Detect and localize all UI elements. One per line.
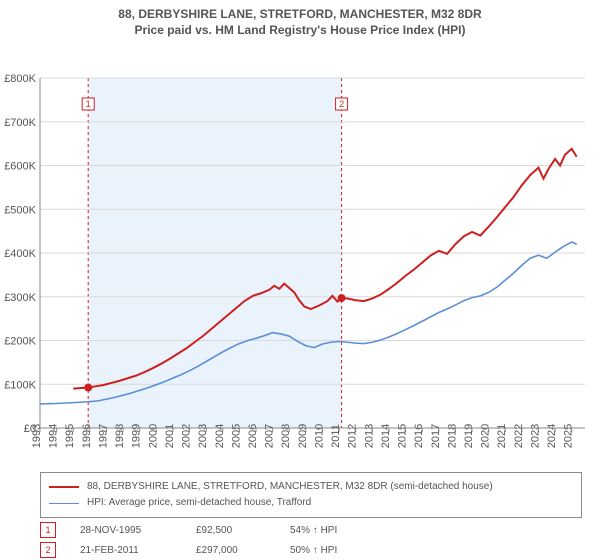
- x-tick-label: 2000: [147, 424, 159, 448]
- sale-price: £297,000: [196, 545, 266, 556]
- legend-label: 88, DERBYSHIRE LANE, STRETFORD, MANCHEST…: [87, 479, 493, 495]
- x-tick-label: 2019: [463, 424, 475, 448]
- sale-date: 28-NOV-1995: [80, 525, 172, 536]
- y-tick-label: £400K: [4, 248, 36, 260]
- sale-marker-label: 2: [339, 99, 344, 109]
- x-tick-label: 1999: [131, 424, 143, 448]
- x-tick-label: 1998: [114, 424, 126, 448]
- y-tick-label: £800K: [4, 73, 36, 85]
- sale-hpi: 50% ↑ HPI: [290, 545, 370, 556]
- chart-title: 88, DERBYSHIRE LANE, STRETFORD, MANCHEST…: [0, 0, 600, 38]
- y-tick-label: £300K: [4, 292, 36, 304]
- legend-swatch: [49, 503, 79, 504]
- x-tick-label: 1997: [97, 424, 109, 448]
- x-tick-label: 2022: [513, 424, 525, 448]
- x-tick-label: 2004: [214, 424, 226, 448]
- legend-swatch: [49, 486, 79, 488]
- sale-dot: [338, 294, 346, 302]
- x-tick-label: 2009: [297, 424, 309, 448]
- x-tick-label: 1995: [64, 424, 76, 448]
- legend: 88, DERBYSHIRE LANE, STRETFORD, MANCHEST…: [40, 472, 582, 518]
- x-tick-label: 2007: [264, 424, 276, 448]
- sale-dot: [84, 384, 92, 392]
- x-tick-label: 1993: [31, 424, 43, 448]
- chart-svg: £0£100K£200K£300K£400K£500K£600K£700K£80…: [0, 38, 600, 468]
- x-tick-label: 1996: [81, 424, 93, 448]
- legend-item: HPI: Average price, semi-detached house,…: [49, 495, 573, 511]
- y-tick-label: £500K: [4, 205, 36, 217]
- sale-date: 21-FEB-2011: [80, 545, 172, 556]
- x-tick-label: 2024: [546, 424, 558, 448]
- sales-table: 1 28-NOV-1995 £92,500 54% ↑ HPI 2 21-FEB-2011…: [40, 522, 582, 558]
- x-tick-label: 2017: [430, 424, 442, 448]
- title-line2: Price paid vs. HM Land Registry's House …: [135, 23, 466, 37]
- chart-area: £0£100K£200K£300K£400K£500K£600K£700K£80…: [0, 38, 600, 468]
- x-tick-label: 2018: [446, 424, 458, 448]
- x-tick-label: 2002: [181, 424, 193, 448]
- sale-hpi: 54% ↑ HPI: [290, 525, 370, 536]
- sale-row: 2 21-FEB-2011 £297,000 50% ↑ HPI: [40, 542, 582, 558]
- x-tick-label: 2016: [413, 424, 425, 448]
- y-tick-label: £100K: [4, 380, 36, 392]
- x-tick-label: 2013: [363, 424, 375, 448]
- sale-price: £92,500: [196, 525, 266, 536]
- x-tick-label: 2001: [164, 424, 176, 448]
- y-tick-label: £200K: [4, 336, 36, 348]
- legend-item: 88, DERBYSHIRE LANE, STRETFORD, MANCHEST…: [49, 479, 573, 495]
- sale-marker: 1: [40, 522, 56, 538]
- x-tick-label: 2025: [563, 424, 575, 448]
- x-tick-label: 2008: [280, 424, 292, 448]
- y-tick-label: £600K: [4, 161, 36, 173]
- x-tick-label: 2023: [529, 424, 541, 448]
- sale-row: 1 28-NOV-1995 £92,500 54% ↑ HPI: [40, 522, 582, 538]
- x-tick-label: 1994: [48, 424, 60, 448]
- sale-marker: 2: [40, 542, 56, 558]
- x-tick-label: 2014: [380, 424, 392, 448]
- legend-label: HPI: Average price, semi-detached house,…: [87, 495, 311, 511]
- x-tick-label: 2015: [397, 424, 409, 448]
- title-line1: 88, DERBYSHIRE LANE, STRETFORD, MANCHEST…: [118, 7, 481, 21]
- x-tick-label: 2005: [230, 424, 242, 448]
- x-tick-label: 2003: [197, 424, 209, 448]
- x-tick-label: 2020: [480, 424, 492, 448]
- x-tick-label: 2012: [347, 424, 359, 448]
- y-tick-label: £700K: [4, 117, 36, 129]
- x-tick-label: 2010: [313, 424, 325, 448]
- x-tick-label: 2006: [247, 424, 259, 448]
- sale-marker-label: 1: [86, 99, 91, 109]
- x-tick-label: 2021: [496, 424, 508, 448]
